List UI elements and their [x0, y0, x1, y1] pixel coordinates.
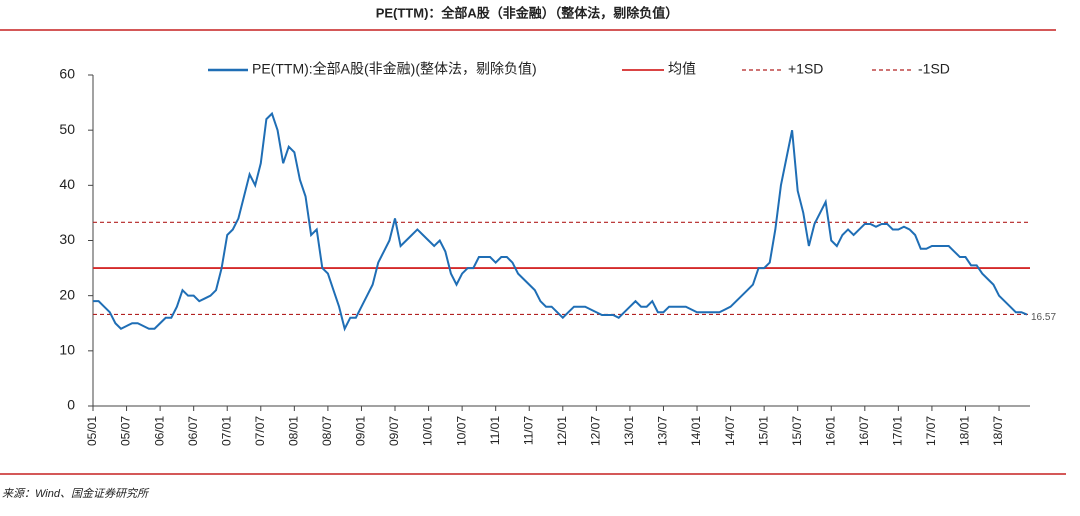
x-tick-label: 06/07	[186, 416, 200, 446]
y-tick-label: 50	[59, 121, 75, 137]
x-tick-label: 10/01	[421, 416, 435, 446]
legend-label: 均值	[668, 61, 696, 77]
x-tick-label: 10/07	[454, 416, 468, 446]
x-tick-label: 18/01	[958, 416, 972, 446]
x-tick-label: 07/01	[219, 416, 233, 446]
end-value-label: 16.57	[1031, 312, 1056, 323]
source: 来源：Wind、国金证券研究所	[2, 487, 150, 500]
x-tick-label: 16/07	[857, 416, 871, 446]
y-tick-label: 0	[67, 397, 75, 413]
x-tick-label: 05/07	[119, 416, 133, 446]
x-tick-label: 13/01	[622, 416, 636, 446]
data-line	[93, 111, 1028, 332]
x-tick-label: 08/07	[320, 416, 334, 446]
x-tick-label: 07/07	[253, 416, 267, 446]
x-tick-label: 05/01	[85, 416, 99, 446]
x-tick-label: 13/07	[656, 416, 670, 446]
x-tick-label: 17/07	[924, 416, 938, 446]
x-tick-label: 11/07	[521, 416, 535, 445]
x-tick-label: 12/01	[555, 416, 569, 446]
x-tick-label: 11/01	[488, 416, 502, 445]
y-tick-label: 60	[59, 66, 75, 82]
x-tick-label: 16/01	[823, 416, 837, 446]
x-tick-label: 17/01	[891, 416, 905, 446]
x-tick-label: 18/07	[991, 416, 1005, 446]
y-tick-label: 30	[59, 231, 75, 247]
y-tick-label: 10	[59, 342, 75, 358]
x-tick-label: 08/01	[287, 416, 301, 446]
legend-label: -1SD	[918, 61, 950, 77]
x-tick-label: 15/07	[790, 416, 804, 446]
x-tick-label: 09/01	[354, 416, 368, 446]
x-tick-label: 14/07	[723, 416, 737, 446]
y-tick-label: 40	[59, 176, 75, 192]
y-tick-label: 20	[59, 286, 75, 302]
x-tick-label: 09/07	[387, 416, 401, 446]
x-tick-label: 14/01	[689, 416, 703, 446]
chart-title: PE(TTM)：全部A股（非金融）（整体法，剔除负值）	[376, 5, 679, 20]
x-tick-label: 15/01	[756, 416, 770, 446]
x-tick-label: 12/07	[589, 416, 603, 446]
legend-label: +1SD	[788, 61, 823, 77]
legend-label: PE(TTM):全部A股(非金融)(整体法，剔除负值)	[252, 61, 537, 77]
x-tick-label: 06/01	[152, 416, 166, 446]
